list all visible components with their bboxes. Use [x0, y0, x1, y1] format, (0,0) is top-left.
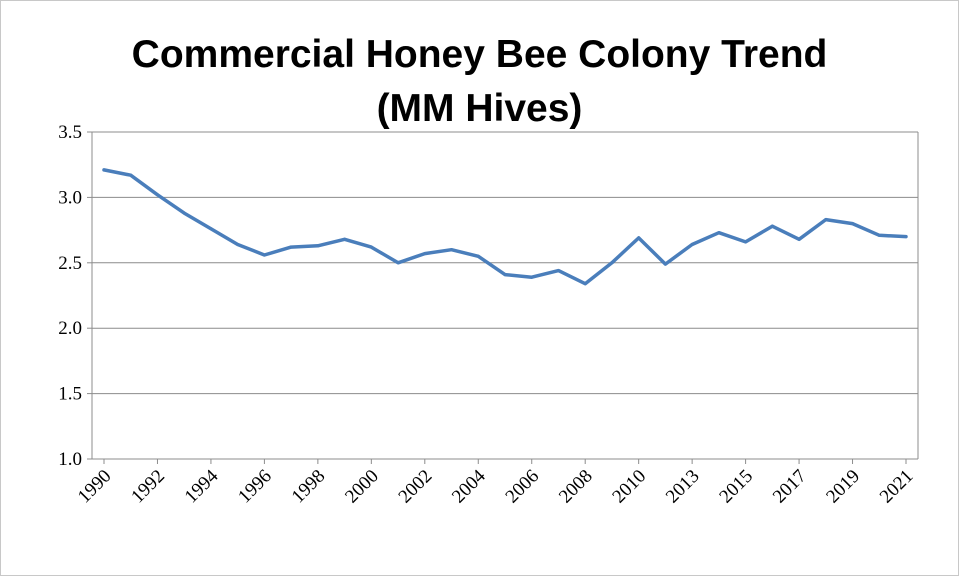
x-tick-label: 2015	[715, 466, 757, 508]
data-point	[102, 168, 106, 172]
data-point	[637, 236, 641, 240]
data-point	[343, 237, 347, 241]
y-tick-label: 2.5	[58, 253, 82, 274]
x-tick-label: 2004	[448, 465, 490, 507]
x-tick-label: 2017	[769, 466, 811, 508]
x-tick-label: 2010	[608, 466, 650, 508]
data-point	[369, 245, 373, 249]
data-point	[503, 273, 507, 277]
data-point	[851, 222, 855, 226]
data-point	[129, 173, 133, 177]
data-point	[824, 218, 828, 222]
data-point	[262, 253, 266, 257]
chart-title-line-2: (MM Hives)	[376, 87, 583, 130]
data-point	[182, 211, 186, 215]
y-tick-label: 1.0	[58, 449, 82, 470]
data-point	[209, 227, 213, 231]
x-tick-label: 2000	[341, 466, 383, 508]
data-point	[717, 231, 721, 235]
data-point	[744, 240, 748, 244]
gridlines	[92, 131, 918, 395]
y-tick-label: 3.0	[58, 187, 82, 208]
x-tick-label: 1994	[181, 465, 223, 507]
x-axis-ticks: 1990 1992 1994 1996 1998 2000 2002 2004 2006 2008…	[74, 459, 918, 507]
data-point	[797, 237, 801, 241]
data-point	[450, 248, 454, 252]
data-point	[877, 233, 881, 237]
x-tick-label: 2002	[395, 466, 437, 508]
data-point	[476, 254, 480, 258]
data-point	[904, 235, 908, 239]
x-tick-label: 1998	[288, 466, 330, 508]
x-tick-label: 1990	[74, 466, 116, 508]
data-point	[770, 224, 774, 228]
data-point	[530, 275, 534, 279]
x-tick-label: 2013	[662, 466, 704, 508]
y-tick-label: 2.0	[58, 318, 82, 339]
y-tick-label: 3.5	[58, 122, 82, 143]
data-point	[289, 245, 293, 249]
y-axis-ticks: 1.0 1.5 2.0 2.5 3.0 3.5	[58, 122, 92, 470]
data-point	[556, 269, 560, 273]
chart-title: Commercial Honey Bee Colony Trend (MM Hi…	[0, 28, 959, 136]
x-tick-label: 2019	[822, 466, 864, 508]
data-point	[583, 282, 587, 286]
x-tick-label: 2008	[555, 466, 597, 508]
series-line	[102, 168, 908, 286]
chart-title-line-1: Commercial Honey Bee Colony Trend	[131, 33, 828, 76]
data-point	[236, 242, 240, 246]
axes	[91, 132, 919, 460]
x-tick-label: 1992	[127, 466, 169, 508]
data-point	[610, 261, 614, 265]
data-point	[690, 242, 694, 246]
data-point	[316, 244, 320, 248]
y-tick-label: 1.5	[58, 384, 82, 405]
x-tick-label: 2006	[502, 466, 544, 508]
x-tick-label: 1996	[234, 466, 276, 508]
x-tick-label: 2021	[876, 466, 918, 508]
data-point	[155, 193, 159, 197]
data-point	[663, 262, 667, 266]
data-point	[396, 261, 400, 265]
series-group	[102, 168, 908, 286]
data-point	[423, 252, 427, 256]
